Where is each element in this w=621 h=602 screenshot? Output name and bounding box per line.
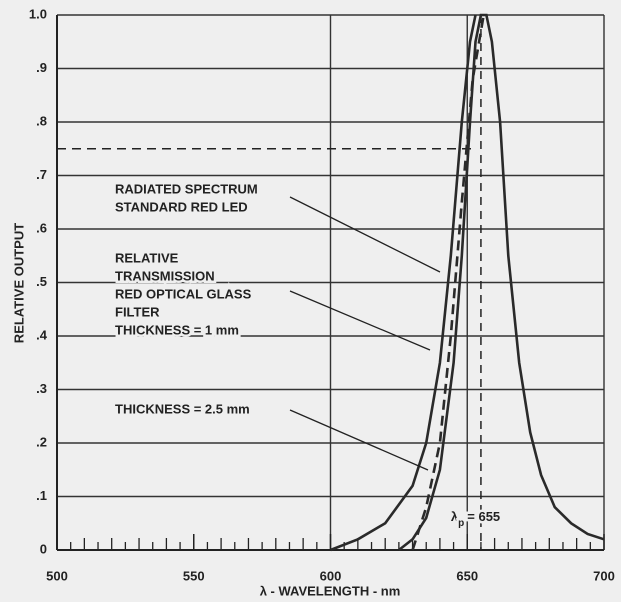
y-tick-label: .7 xyxy=(36,167,47,182)
annotation-line: THICKNESS = 2.5 mm xyxy=(115,401,250,416)
y-tick-label: .1 xyxy=(36,488,47,503)
y-tick-label: 0 xyxy=(40,541,47,556)
x-tick-label: 650 xyxy=(456,568,478,583)
y-tick-label: 1.0 xyxy=(29,6,47,21)
annotation-line: TRANSMISSION xyxy=(115,268,215,283)
y-tick-label: .3 xyxy=(36,381,47,396)
leader-lines xyxy=(289,196,441,471)
peak-label: λp = 655 xyxy=(451,509,500,528)
x-tick-label: 700 xyxy=(593,568,615,583)
leader-line xyxy=(289,290,431,351)
series-line xyxy=(398,13,605,552)
leader-line xyxy=(289,196,441,273)
annotation-line: FILTER xyxy=(115,304,160,319)
series-line xyxy=(330,14,477,552)
y-tick-label: .6 xyxy=(36,220,47,235)
y-axis-label: RELATIVE OUTPUT xyxy=(11,223,26,343)
annotation-line: RED OPTICAL GLASS xyxy=(115,286,252,301)
y-tick-label: .9 xyxy=(36,60,47,75)
peak-text: = 655 xyxy=(467,509,500,524)
y-tick-label: .2 xyxy=(36,434,47,449)
x-tick-label: 600 xyxy=(320,568,342,583)
x-tick-label: 500 xyxy=(46,568,68,583)
y-tick-label: .4 xyxy=(36,327,48,342)
peak-subscript: p xyxy=(458,518,464,529)
y-tick-label: .8 xyxy=(36,113,47,128)
annotation-line: RELATIVE xyxy=(115,250,179,265)
annotation-line: STANDARD RED LED xyxy=(115,199,248,214)
leader-line xyxy=(289,409,429,471)
y-tick-label: .5 xyxy=(36,274,47,289)
annotation-line: THICKNESS = 1 mm xyxy=(115,322,239,337)
annotation-line: RADIATED SPECTRUM xyxy=(115,181,258,196)
x-tick-label: 550 xyxy=(183,568,205,583)
x-axis-label: λ - WAVELENGTH - nm xyxy=(260,583,401,598)
